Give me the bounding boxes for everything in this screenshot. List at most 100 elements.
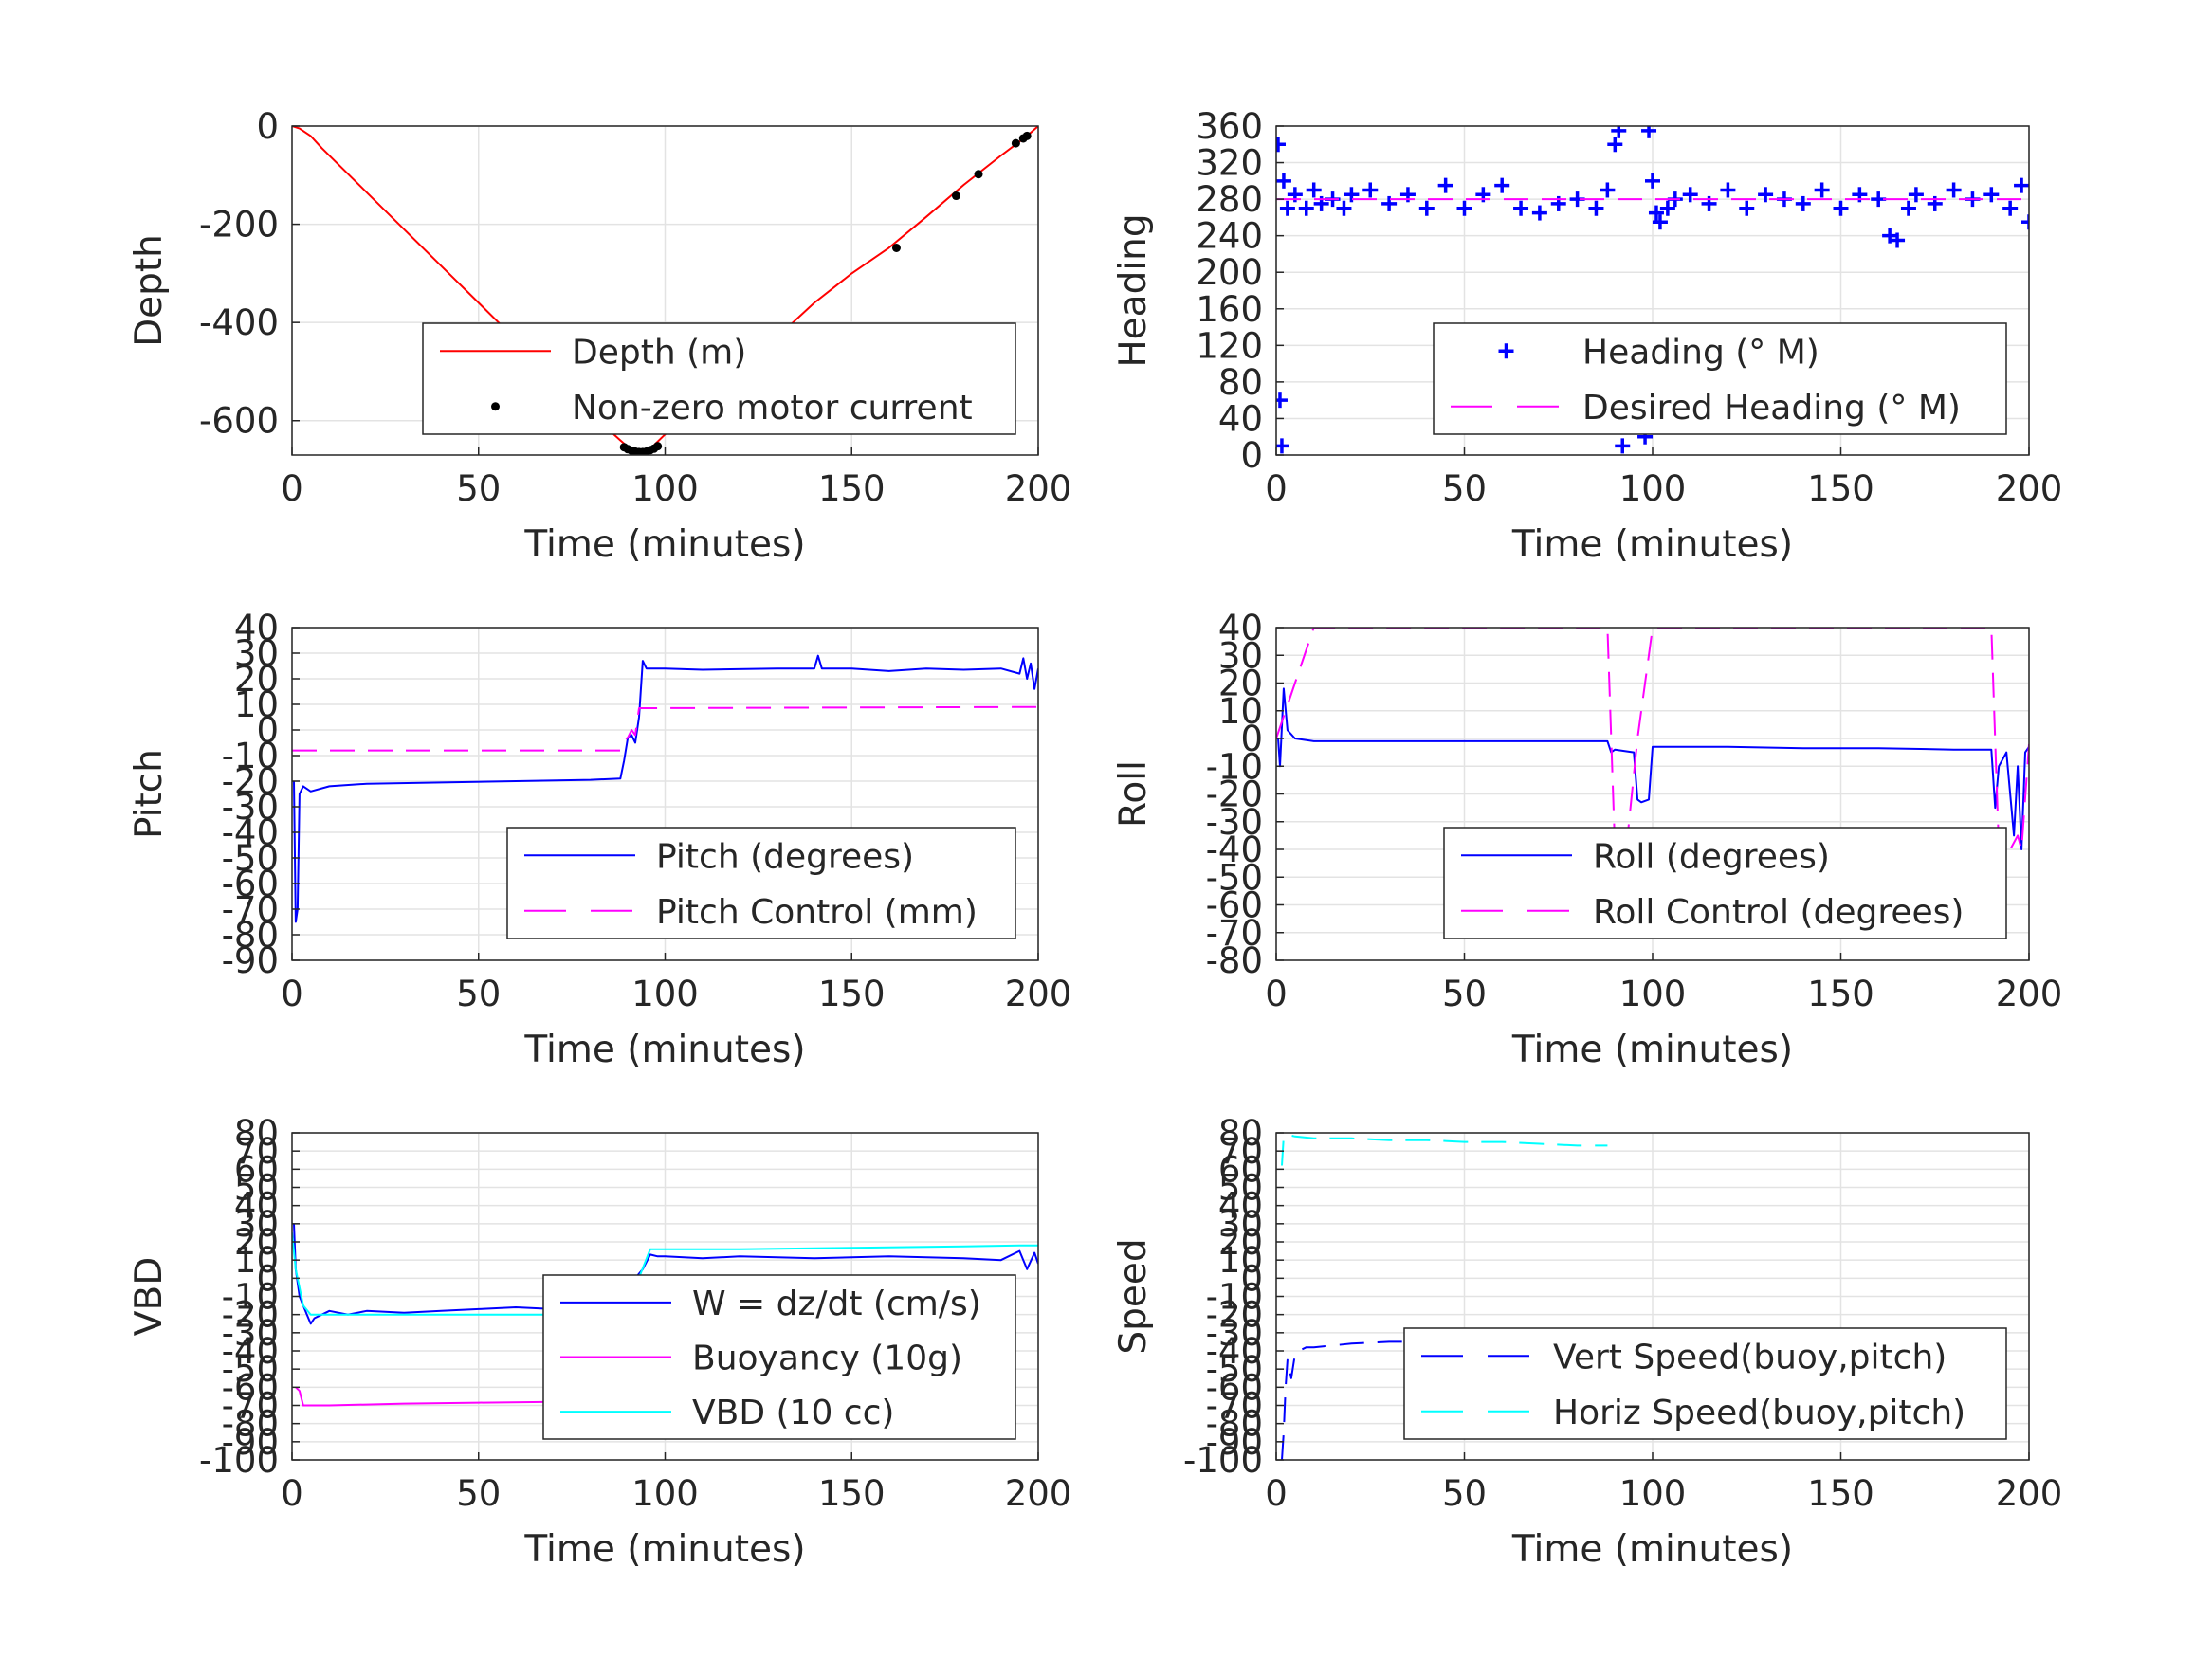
heading-series-1-marker	[1983, 187, 2000, 203]
vbd-y-tick-label: 80	[234, 1113, 279, 1154]
depth-series-2-marker	[974, 170, 983, 179]
speed-y-tick-label: 40	[1218, 1186, 1263, 1227]
heading-series-1-marker	[1600, 182, 1616, 198]
roll-y-tick-label: 20	[1218, 664, 1263, 704]
heading-y-tick-label: 80	[1218, 362, 1263, 403]
vbd-chart: 0 50 100 150 200-100-90-80-70-60-50-40-30-20…	[128, 1113, 1071, 1571]
heading-y-tick-label: 240	[1196, 216, 1263, 257]
pitch-y-axis-label: Pitch	[128, 749, 171, 839]
vbd-x-axis-label: Time (minutes)	[523, 1528, 805, 1571]
vbd-y-tick-label: 50	[234, 1168, 279, 1209]
heading-series-1-marker	[1946, 182, 1962, 198]
heading-series-1-marker	[1531, 205, 1547, 221]
vbd-y-tick-label: 0	[256, 1258, 279, 1299]
speed-y-tick-label: -90	[1206, 1422, 1263, 1463]
heading-y-axis-label: Heading	[1112, 213, 1155, 367]
heading-legend-label: Desired Heading (° M)	[1582, 389, 1961, 428]
heading-series-1-marker	[1456, 200, 1472, 216]
roll-x-tick-label: 100	[1619, 974, 1687, 1014]
roll-y-tick-label: -80	[1206, 940, 1263, 981]
depth-series-2-marker	[951, 191, 960, 201]
roll-x-tick-label: 200	[1996, 974, 2063, 1014]
heading-y-tick-label: 160	[1196, 289, 1263, 330]
heading-y-tick-label: 320	[1196, 143, 1263, 184]
heading-x-tick-label: 50	[1442, 468, 1487, 509]
heading-series-1-marker	[1659, 200, 1675, 216]
heading-series-1-marker	[1814, 182, 1830, 198]
pitch-y-tick-label: 20	[234, 659, 279, 700]
depth-x-tick-label: 200	[1005, 468, 1072, 509]
heading-series-1-marker	[1720, 182, 1736, 198]
pitch-y-tick-label: 40	[234, 608, 279, 648]
vbd-y-axis-label: VBD	[128, 1257, 171, 1336]
heading-series-1-marker	[2014, 177, 2029, 193]
roll-x-tick-label: 50	[1442, 974, 1487, 1014]
vbd-y-tick-label: 70	[234, 1131, 279, 1172]
vbd-y-tick-label: -60	[222, 1367, 279, 1408]
heading-y-tick-label: 120	[1196, 325, 1263, 366]
pitch-y-tick-label: -50	[222, 838, 279, 879]
heading-series-1-marker	[1645, 173, 1660, 189]
pitch-chart: 0 50 100 150 200-90-80-70-60-50-40-30-20-100…	[128, 608, 1071, 1071]
roll-y-tick-label: -50	[1206, 857, 1263, 898]
roll-y-tick-label: -30	[1206, 802, 1263, 843]
heading-series-1-marker	[1336, 200, 1352, 216]
heading-series-1-marker	[1607, 137, 1623, 153]
heading-series-1-marker	[1418, 200, 1435, 216]
heading-series-1-marker	[1306, 182, 1322, 198]
speed-series-2-line	[1281, 1133, 1608, 1166]
roll-legend-box	[1443, 827, 2007, 939]
vbd-y-tick-label: -70	[222, 1386, 279, 1427]
pitch-x-tick-label: 0	[281, 974, 303, 1014]
heading-series-1-marker	[1588, 200, 1604, 216]
heading-x-axis-label: Time (minutes)	[1511, 523, 1793, 566]
vbd-y-tick-label: -30	[222, 1313, 279, 1354]
speed-y-tick-label: -10	[1206, 1277, 1263, 1318]
heading-series-1-marker	[1648, 205, 1664, 221]
heading-x-tick-label: 100	[1619, 468, 1687, 509]
vbd-y-tick-label: 10	[234, 1240, 279, 1281]
speed-y-tick-label: 80	[1218, 1113, 1263, 1154]
heading-series-1-marker	[1833, 200, 1849, 216]
pitch-legend-box	[506, 827, 1016, 939]
heading-legend-label: Heading (° M)	[1582, 333, 1819, 372]
speed-x-tick-label: 0	[1265, 1473, 1288, 1514]
roll-y-tick-label: 30	[1218, 635, 1263, 676]
pitch-x-tick-label: 150	[818, 974, 886, 1014]
heading-series-1-marker	[1900, 200, 1916, 216]
roll-x-tick-label: 150	[1807, 974, 1874, 1014]
vbd-legend-label: Buoyancy (10g)	[692, 1340, 962, 1378]
heading-series-1-marker	[1652, 214, 1668, 230]
heading-series-1-marker	[1276, 137, 1286, 153]
heading-series-1-marker	[1381, 195, 1398, 211]
vbd-y-tick-label: -100	[199, 1440, 279, 1481]
speed-legend-label: Vert Speed(buoy,pitch)	[1553, 1338, 1947, 1376]
pitch-legend: Pitch (degrees) Pitch Control (mm)	[506, 827, 1016, 939]
vbd-y-tick-label: -40	[222, 1331, 279, 1372]
speed-y-tick-label: -20	[1206, 1295, 1263, 1336]
heading-data	[1276, 126, 2029, 454]
roll-legend-label: Roll (degrees)	[1593, 837, 1830, 876]
vbd-x-tick-label: 100	[631, 1473, 699, 1514]
roll-y-tick-label: -70	[1206, 913, 1263, 954]
pitch-data	[292, 654, 1038, 923]
vbd-y-tick-label: -50	[222, 1349, 279, 1390]
depth-legend-label: Depth (m)	[572, 333, 746, 372]
depth-legend-label: Non-zero motor current	[572, 389, 973, 428]
depth-x-tick-label: 0	[281, 468, 303, 509]
speed-y-tick-label: 60	[1218, 1149, 1263, 1190]
pitch-x-tick-label: 50	[456, 974, 501, 1014]
vbd-y-tick-label: -80	[222, 1404, 279, 1445]
heading-x-tick-label: 200	[1996, 468, 2063, 509]
depth-y-tick-label: -600	[199, 401, 279, 442]
roll-y-tick-label: -40	[1206, 830, 1263, 870]
heading-y-tick-label: 280	[1196, 179, 1263, 220]
heading-series-1-marker	[1344, 187, 1360, 203]
depth-series-2-marker	[1022, 131, 1032, 140]
vbd-legend-label: W = dz/dt (cm/s)	[692, 1285, 981, 1323]
roll-legend-label: Roll Control (degrees)	[1593, 893, 1964, 932]
speed-x-tick-label: 100	[1619, 1473, 1687, 1514]
speed-legend-label: Horiz Speed(buoy,pitch)	[1553, 1394, 1965, 1432]
speed-y-tick-label: 70	[1218, 1131, 1263, 1172]
pitch-series-1-line	[293, 654, 1038, 923]
